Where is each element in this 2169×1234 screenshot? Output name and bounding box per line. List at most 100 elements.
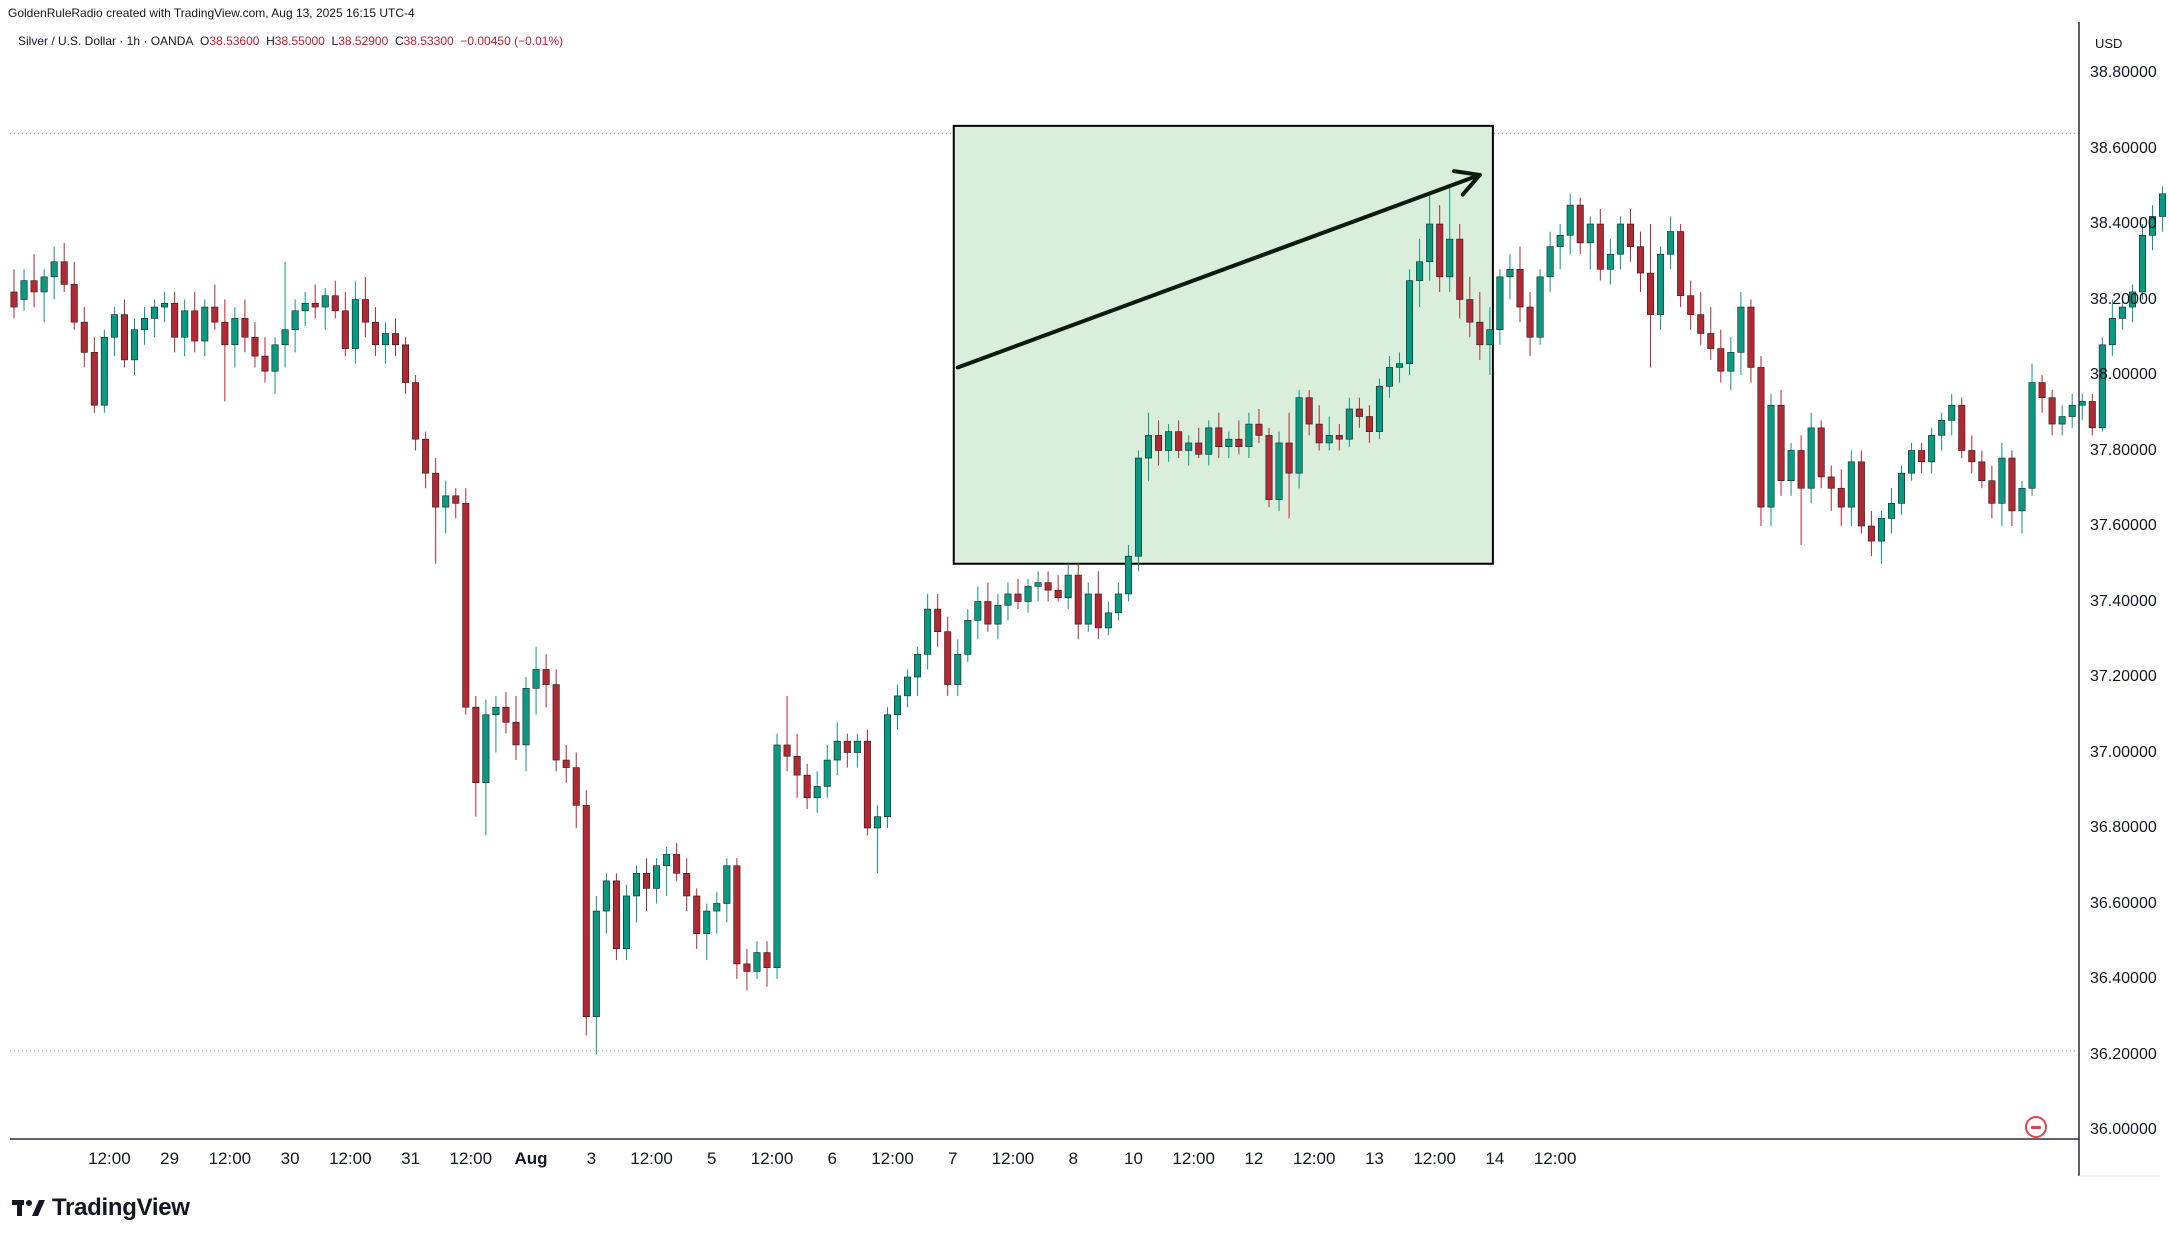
candle[interactable] [1345, 397, 1353, 447]
candle[interactable] [1365, 405, 1373, 443]
candle[interactable] [100, 329, 108, 413]
candle[interactable] [432, 458, 440, 564]
candle[interactable] [592, 895, 600, 1055]
candle[interactable] [773, 733, 781, 979]
candle[interactable] [1948, 393, 1956, 436]
candle[interactable] [1416, 239, 1424, 308]
candle[interactable] [713, 892, 721, 934]
candle[interactable] [1898, 465, 1906, 515]
candle[interactable] [1014, 578, 1022, 610]
candle[interactable] [1155, 420, 1163, 466]
candle[interactable] [70, 261, 78, 330]
candle[interactable] [1847, 450, 1855, 527]
candle[interactable] [1636, 231, 1644, 292]
candle[interactable] [904, 669, 912, 708]
candle[interactable] [934, 593, 942, 647]
candle[interactable] [1375, 378, 1383, 440]
alert-icon[interactable] [2025, 1116, 2047, 1138]
candle[interactable] [1145, 412, 1153, 481]
candle[interactable] [813, 771, 821, 813]
candle[interactable] [1566, 193, 1574, 255]
candle[interactable] [161, 291, 169, 323]
candle[interactable] [1616, 216, 1624, 270]
candle[interactable] [1968, 435, 1976, 474]
candle[interactable] [2048, 390, 2056, 436]
candle[interactable] [853, 733, 861, 768]
candle[interactable] [301, 291, 309, 326]
candle[interactable] [1506, 254, 1514, 300]
candle[interactable] [924, 593, 932, 670]
candle[interactable] [452, 488, 460, 519]
candle[interactable] [151, 299, 159, 338]
candle[interactable] [1355, 397, 1363, 428]
candle[interactable] [673, 843, 681, 881]
candle[interactable] [1225, 431, 1233, 459]
candle[interactable] [693, 888, 701, 949]
candle[interactable] [1195, 427, 1203, 459]
candle[interactable] [552, 669, 560, 772]
candle[interactable] [1265, 427, 1273, 508]
candle[interactable] [2028, 363, 2036, 496]
candle[interactable] [1546, 231, 1554, 292]
candle[interactable] [381, 322, 389, 364]
candle[interactable] [291, 299, 299, 353]
candle[interactable] [1466, 276, 1474, 338]
candle[interactable] [1998, 442, 2006, 526]
symbol-name[interactable]: Silver / U.S. Dollar · 1h · OANDA [18, 34, 194, 48]
candle[interactable] [914, 646, 922, 696]
candle[interactable] [1657, 246, 1665, 330]
candle[interactable] [492, 695, 500, 753]
candle[interactable] [1677, 224, 1685, 308]
candle[interactable] [341, 291, 349, 357]
candle[interactable] [1877, 510, 1885, 564]
candle[interactable] [723, 858, 731, 923]
candle[interactable] [1928, 427, 1936, 474]
candle[interactable] [361, 276, 369, 338]
candle[interactable] [612, 873, 620, 961]
candle[interactable] [10, 269, 18, 319]
candle[interactable] [1787, 442, 1795, 496]
candle[interactable] [1667, 216, 1675, 270]
candle[interactable] [2118, 299, 2126, 330]
candle[interactable] [231, 307, 239, 368]
candle[interactable] [2068, 393, 2076, 428]
candle[interactable] [1446, 186, 1454, 292]
candle[interactable] [120, 299, 128, 368]
candle[interactable] [1626, 208, 1634, 262]
candle[interactable] [1958, 397, 1966, 459]
candle[interactable] [1064, 563, 1072, 610]
candle[interactable] [171, 291, 179, 353]
candle[interactable] [1255, 408, 1263, 443]
candle[interactable] [1476, 291, 1484, 360]
candle[interactable] [1094, 571, 1102, 640]
candle[interactable] [1767, 393, 1775, 526]
candle[interactable] [1486, 307, 1494, 375]
candle[interactable] [1747, 299, 1755, 383]
candle[interactable] [1245, 412, 1253, 459]
candle[interactable] [954, 639, 962, 696]
candle[interactable] [2128, 284, 2136, 323]
candle[interactable] [783, 695, 791, 772]
candle[interactable] [522, 677, 530, 772]
candle[interactable] [2088, 393, 2096, 436]
candle[interactable] [20, 269, 28, 311]
candle[interactable] [181, 299, 189, 357]
candle[interactable] [1586, 216, 1594, 270]
candle[interactable] [703, 903, 711, 961]
candle[interactable] [2008, 450, 2016, 527]
candle[interactable] [1295, 390, 1303, 489]
candle[interactable] [191, 291, 199, 353]
candle[interactable] [1918, 442, 1926, 474]
candle[interactable] [261, 337, 269, 383]
candle[interactable] [1205, 420, 1213, 466]
candle[interactable] [582, 790, 590, 1036]
candle[interactable] [402, 337, 410, 394]
candle[interactable] [141, 307, 149, 345]
candle[interactable] [1024, 578, 1032, 613]
candle[interactable] [542, 654, 550, 708]
candle[interactable] [50, 246, 58, 300]
candle[interactable] [1516, 246, 1524, 323]
candle[interactable] [1305, 390, 1313, 436]
candle[interactable] [482, 699, 490, 836]
candle[interactable] [281, 261, 289, 368]
